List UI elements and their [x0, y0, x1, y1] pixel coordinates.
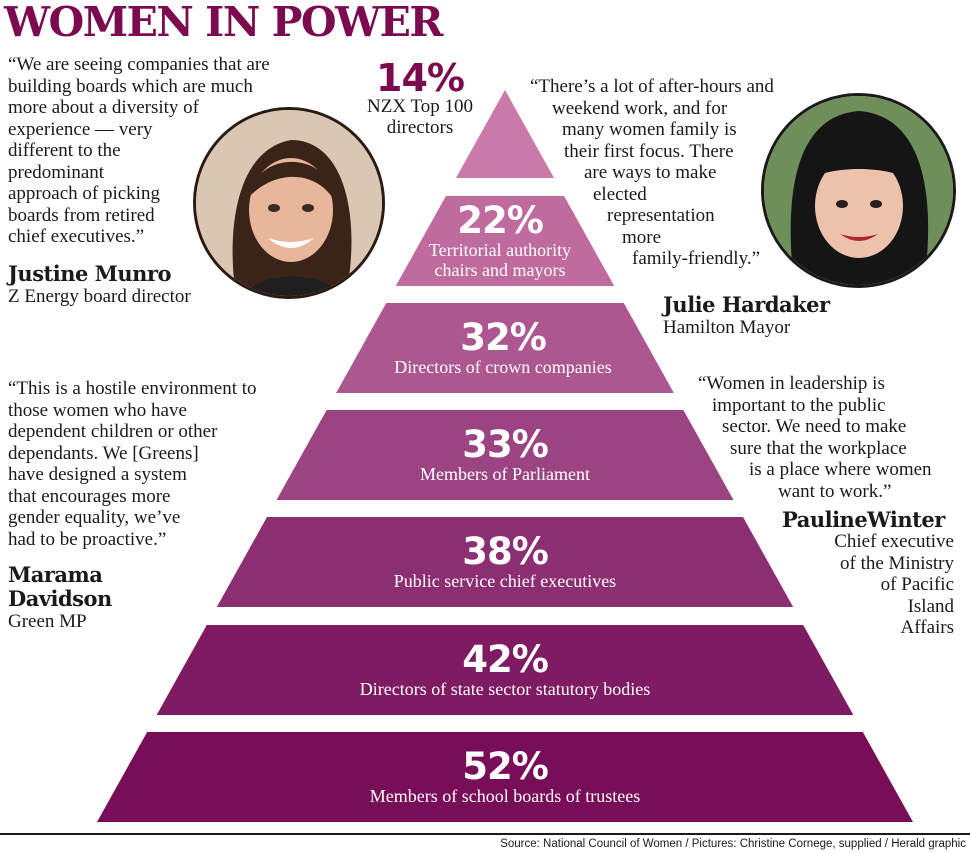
pyramid-tier-crown: [336, 303, 674, 393]
quote-julie: “There’s a lot of after-hours and weeken…: [530, 76, 774, 269]
role-marama: Green MP: [8, 611, 87, 632]
role-justine: Z Energy board director: [8, 286, 191, 307]
tier-label: Public service chief executives: [393, 571, 617, 591]
tier-label: Directors of crown companies: [394, 357, 612, 377]
tier-public-service: 38% Public service chief executives: [220, 517, 790, 607]
tier-statutory: 42% Directors of state sector statutory …: [160, 625, 850, 715]
pyramid-tier-territorial: [395, 196, 615, 286]
name-pauline: PaulineWinter: [782, 507, 945, 532]
role-julie: Hamilton Mayor: [663, 317, 791, 338]
role-pauline: Chief executive of the Ministry of Pacif…: [834, 531, 954, 638]
tier-label: Directors of state sector statutory bodi…: [359, 679, 651, 699]
name-justine: Justine Munro: [8, 261, 172, 286]
tier-value: 52%: [462, 745, 549, 788]
avatar-julie: [761, 93, 956, 288]
tier-parliament: 33% Members of Parliament: [280, 410, 730, 500]
tier-label: Territorial authority chairs and mayors: [428, 240, 572, 280]
page-title: WOMEN IN POWER: [4, 0, 444, 46]
tier-value: 33%: [462, 423, 549, 466]
pyramid-tier-parliament: [276, 410, 734, 500]
tier-label-nzx: NZX Top 100 directors: [367, 96, 473, 138]
pyramid-tier-school-boards: [97, 732, 913, 822]
pyramid-tier-public-service: [216, 517, 794, 607]
source-credit: Source: National Council of Women / Pict…: [500, 838, 966, 850]
tier-value: 22%: [457, 199, 544, 242]
name-marama: Marama Davidson: [8, 562, 112, 611]
tier-value: 32%: [460, 316, 547, 359]
tier-label: Members of school boards of trustees: [369, 786, 641, 806]
tier-value: 42%: [462, 638, 549, 681]
tier-school-boards: 52% Members of school boards of trustees: [100, 732, 910, 822]
quote-marama: “This is a hostile environment to those …: [8, 378, 257, 550]
name-julie: Julie Hardaker: [663, 292, 830, 317]
pyramid-tier-nzx: [455, 90, 555, 178]
tier-value-nzx: 14%: [376, 56, 465, 100]
pyramid-tier-statutory: [156, 625, 854, 715]
footer-rule: [0, 833, 970, 835]
tier-crown: 32% Directors of crown companies: [338, 303, 668, 393]
tier-label: Members of Parliament: [420, 464, 590, 484]
tier-territorial: 22% Territorial authority chairs and may…: [400, 196, 600, 286]
tier-value: 38%: [462, 530, 549, 573]
quote-justine: “We are seeing companies that are buildi…: [8, 54, 270, 247]
avatar-justine: [193, 107, 385, 299]
quote-pauline: “Women in leadership is important to the…: [698, 373, 932, 502]
